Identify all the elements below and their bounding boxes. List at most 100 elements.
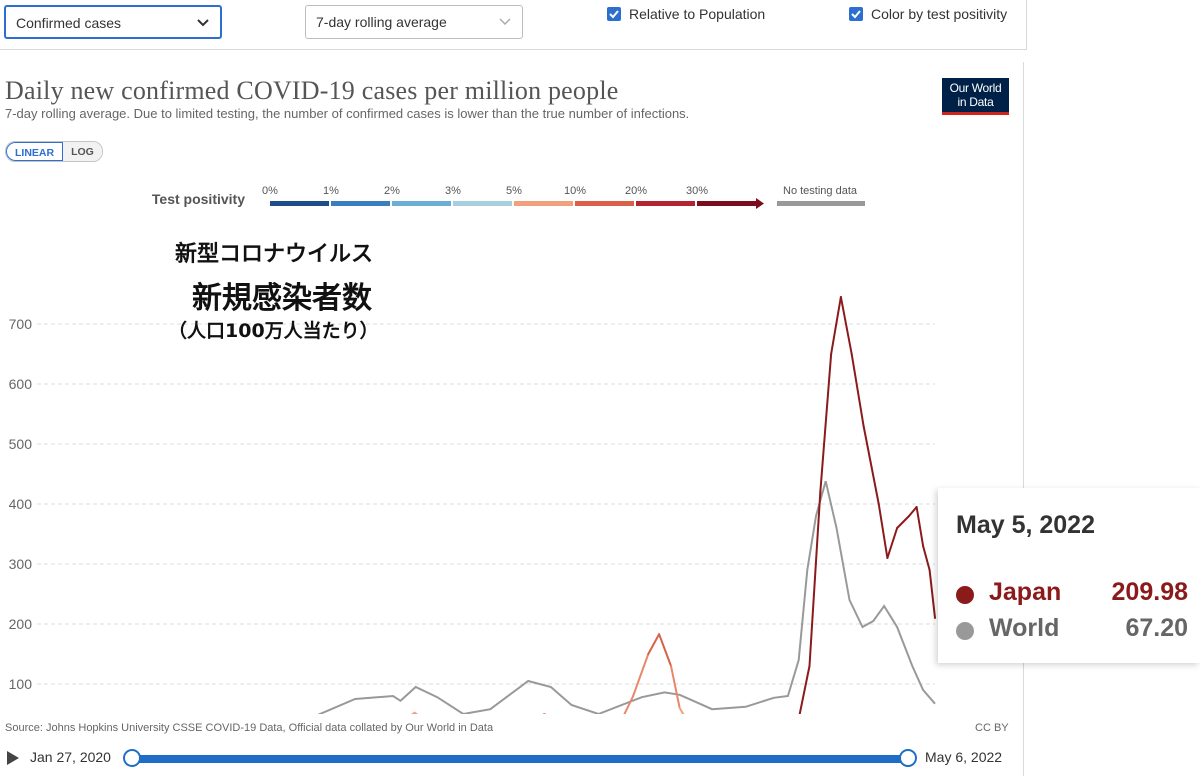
legend-bin-label: 5% [506, 185, 522, 197]
chart-plot[interactable]: Test positivity 0% 1% 2% 3% 5% 10% 20% 30% No t… [0, 124, 1024, 714]
legend: Test positivity 0% 1% 2% 3% 5% 10% 20% 30% No t… [152, 185, 865, 209]
legend-bin-label: 2% [384, 185, 400, 197]
series-segment-japan[interactable] [808, 491, 822, 667]
legend-bin-label: 30% [686, 185, 708, 197]
series-segment-japan[interactable] [413, 711, 438, 714]
legend-bin-label: 10% [564, 185, 586, 197]
tooltip-row-japan: Japan 209.98 [956, 576, 1188, 610]
series-segment-japan[interactable] [819, 353, 833, 493]
relative-to-population-label: Relative to Population [629, 6, 766, 22]
legend-bin-swatch [453, 201, 512, 206]
interval-select-value: 7-day rolling average [316, 14, 447, 30]
tooltip-japan-label: Japan [989, 578, 1062, 606]
series-segment-japan[interactable] [386, 711, 416, 714]
timeline: Jan 27, 2020 May 6, 2022 [0, 744, 1024, 774]
tooltip-date: May 5, 2022 [956, 511, 1095, 539]
legend-bin-swatch [636, 201, 695, 206]
y-tick-label: 600 [9, 376, 33, 392]
scale-linear-button[interactable]: LINEAR [6, 142, 64, 161]
series-segment-japan[interactable] [896, 515, 911, 529]
chart-title: Daily new confirmed COVID-19 cases per m… [5, 76, 619, 105]
color-by-test-positivity-label: Color by test positivity [871, 6, 1008, 22]
series-segment-japan[interactable] [678, 707, 694, 714]
legend-bin-label: 20% [625, 185, 647, 197]
legend-bin-swatch [392, 201, 451, 206]
y-tick-label: 100 [9, 676, 33, 692]
chevron-down-icon [499, 18, 511, 26]
series-segment-japan[interactable] [928, 569, 936, 620]
series-segment-japan[interactable] [632, 653, 650, 697]
series-segment-japan[interactable] [616, 695, 635, 714]
legend-bin-label: 3% [445, 185, 461, 197]
series-segment-japan[interactable] [658, 633, 673, 667]
legend-bin-label: 0% [262, 185, 278, 197]
logo-line-1: Our World [949, 81, 1002, 95]
y-tick-label: 700 [9, 316, 33, 332]
chart-subtitle: 7-day rolling average. Due to limited te… [5, 106, 690, 121]
hover-tooltip: May 5, 2022 [938, 488, 1200, 663]
chart-card: Daily new confirmed COVID-19 cases per m… [0, 62, 1024, 776]
series-segment-japan[interactable] [830, 296, 842, 355]
series-segment-japan[interactable] [839, 296, 853, 355]
metric-select-value: Confirmed cases [16, 15, 122, 31]
series-segment-japan[interactable] [670, 665, 681, 709]
legend-bin-swatch [697, 201, 756, 206]
play-icon[interactable] [6, 750, 20, 766]
japan-dot-icon [956, 586, 974, 604]
legend-title: Test positivity [152, 191, 245, 207]
scale-toggle: LINEAR LOG [5, 141, 103, 162]
source-note[interactable]: Source: Johns Hopkins University CSSE CO… [5, 722, 494, 734]
series-segment-japan[interactable] [850, 353, 865, 427]
series-line-world[interactable] [37, 480, 936, 714]
y-tick-label: 200 [9, 616, 33, 632]
scale-log-button[interactable]: LOG [63, 142, 102, 161]
timeline-end-label: May 6, 2022 [925, 749, 1003, 765]
controls-bar: Confirmed cases 7-day rolling average Re… [0, 0, 1027, 50]
legend-bin-swatch [575, 201, 634, 206]
annotation-line-3: （人口100万人当たり） [168, 320, 379, 342]
legend-no-data-swatch [777, 201, 865, 206]
legend-bin-swatch [331, 201, 390, 206]
relative-to-population-checkbox[interactable]: Relative to Population [607, 6, 765, 22]
tooltip-world-label: World [989, 614, 1060, 642]
grid [37, 323, 935, 685]
metric-select[interactable]: Confirmed cases [4, 5, 222, 39]
tooltip-japan-value: 209.98 [1111, 578, 1188, 606]
y-axis: 0100200300400500600700 [9, 316, 33, 692]
checkbox-checked-icon [849, 7, 863, 21]
checkbox-checked-icon [607, 7, 621, 21]
annotation-line-1: 新型コロナウイルス [175, 242, 374, 267]
timeline-start-label: Jan 27, 2020 [30, 749, 111, 765]
owid-logo[interactable]: Our World in Data [942, 78, 1009, 115]
y-tick-label: 500 [9, 436, 33, 452]
legend-bin-label: 1% [323, 185, 339, 197]
legend-no-data-label: No testing data [783, 185, 858, 197]
legend-bin-swatch [270, 201, 329, 206]
series-segment-japan[interactable] [922, 545, 931, 571]
tooltip-row-world: World 67.20 [956, 612, 1188, 646]
interval-select[interactable]: 7-day rolling average [305, 5, 523, 39]
series-segment-japan[interactable] [862, 425, 880, 505]
timeline-end-handle[interactable] [899, 749, 917, 767]
license-note[interactable]: CC BY [975, 722, 1009, 734]
series-segment-japan[interactable] [795, 665, 811, 714]
series-segment-japan[interactable] [647, 633, 661, 655]
world-dot-icon [956, 622, 974, 640]
chevron-down-icon [197, 19, 209, 27]
y-tick-label: 300 [9, 556, 33, 572]
legend-bin-swatch [514, 201, 573, 206]
series-segment-japan[interactable] [908, 506, 918, 517]
color-by-test-positivity-checkbox[interactable]: Color by test positivity [849, 6, 1007, 22]
logo-line-2: in Data [957, 95, 994, 109]
series-lines [37, 296, 936, 714]
series-segment-japan[interactable] [886, 527, 899, 559]
timeline-start-handle[interactable] [123, 749, 141, 767]
tooltip-world-value: 67.20 [1125, 614, 1188, 642]
legend-bins: 0% 1% 2% 3% 5% 10% 20% 30% [262, 185, 764, 209]
series-segment-japan[interactable] [877, 503, 889, 559]
annotation-line-2: 新規感染者数 [192, 281, 372, 316]
series-segment-japan[interactable] [915, 506, 925, 547]
timeline-track[interactable] [132, 755, 908, 763]
legend-arrow-icon [756, 198, 764, 209]
y-tick-label: 400 [9, 496, 33, 512]
